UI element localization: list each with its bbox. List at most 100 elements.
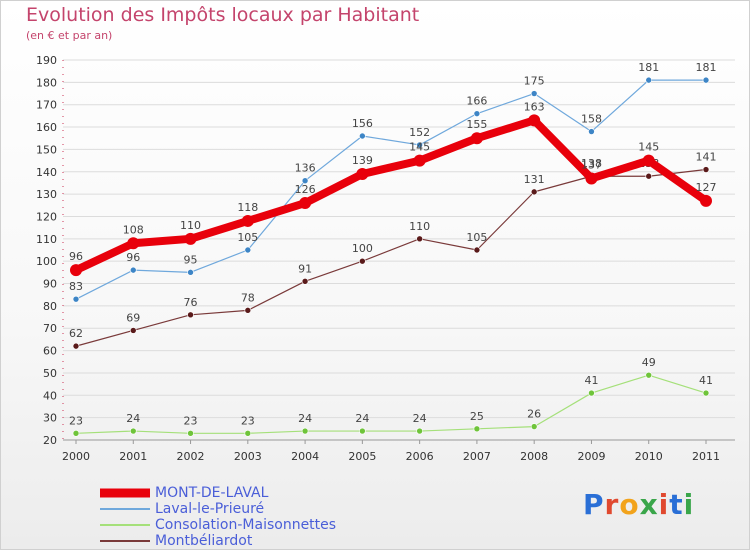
data-point: [301, 277, 309, 285]
data-label: 24: [413, 412, 427, 425]
data-label: 158: [581, 113, 602, 126]
y-tick-label: 110: [36, 233, 57, 246]
y-tick-label: 170: [36, 99, 57, 112]
data-label: 49: [642, 356, 656, 369]
data-point: [359, 257, 366, 265]
logo-letter: o: [619, 488, 640, 521]
data-point: [301, 177, 309, 185]
y-tick-label: 70: [43, 322, 57, 335]
legend-label: Consolation-Maisonnettes: [155, 517, 337, 533]
x-tick-label: 2006: [406, 450, 434, 463]
x-tick-label: 2010: [635, 450, 663, 463]
data-label: 41: [699, 374, 713, 387]
data-point: [645, 172, 653, 180]
logo-letter: i: [658, 488, 670, 521]
data-label: 137: [581, 158, 602, 171]
x-tick-label: 2004: [291, 450, 319, 463]
data-label: 95: [184, 253, 198, 266]
data-label: 26: [527, 408, 541, 421]
y-tick-label: 120: [36, 210, 57, 223]
data-point: [301, 427, 309, 435]
y-tick-label: 50: [43, 367, 57, 380]
logo-letter: P: [583, 488, 605, 521]
x-tick-label: 2009: [577, 450, 605, 463]
data-point: [700, 194, 712, 207]
x-tick-label: 2011: [692, 450, 720, 463]
data-label: 166: [466, 95, 487, 108]
series-line-1: [75, 79, 707, 300]
data-point: [473, 110, 481, 117]
y-tick-label: 160: [36, 121, 57, 134]
data-label: 25: [470, 410, 484, 423]
y-tick-label: 80: [43, 300, 57, 313]
data-label: 91: [298, 262, 312, 275]
y-tick-label: 100: [36, 255, 57, 268]
data-label: 105: [237, 231, 258, 244]
data-label: 23: [69, 414, 83, 427]
legend-label: Montbéliardot: [155, 533, 253, 549]
data-point: [356, 168, 369, 180]
data-label: 78: [241, 291, 255, 304]
data-point: [244, 246, 252, 254]
data-point: [642, 154, 655, 167]
data-point: [530, 90, 538, 97]
data-label: 96: [69, 250, 83, 263]
chart-subtitle: (en € et par an): [26, 29, 113, 42]
logo-letter: t: [669, 488, 684, 521]
data-label: 83: [69, 280, 83, 293]
data-label: 138: [581, 157, 602, 170]
data-point: [72, 295, 80, 303]
data-label: 24: [298, 412, 312, 425]
legend-swatch: [100, 488, 150, 498]
legend-label: Laval-le-Prieuré: [155, 501, 265, 517]
series-line-3: [75, 168, 707, 347]
logo-letter: x: [639, 488, 659, 521]
data-point: [129, 327, 137, 334]
data-point: [473, 425, 481, 433]
data-point: [528, 114, 541, 127]
proxiti-logo: Proxiti: [583, 488, 694, 521]
legend-item: Montbéliardot: [100, 533, 336, 549]
x-tick-label: 2001: [119, 450, 147, 463]
data-point: [72, 429, 80, 437]
legend-item: Laval-le-Prieuré: [100, 501, 336, 517]
legend: MONT-DE-LAVAL Laval-le-Prieuré Consolation…: [100, 485, 336, 549]
data-label: 69: [126, 311, 140, 324]
data-point: [470, 132, 483, 145]
y-tick-label: 60: [43, 345, 57, 358]
data-point: [359, 132, 366, 140]
data-point: [129, 427, 137, 435]
data-point: [702, 389, 710, 397]
y-tick-label: 130: [36, 188, 57, 201]
data-point: [70, 264, 82, 277]
y-tick-label: 180: [36, 76, 57, 89]
logo-letter: r: [604, 488, 620, 521]
data-label: 156: [352, 117, 373, 130]
data-label: 181: [638, 61, 659, 74]
x-tick-label: 2005: [348, 450, 376, 463]
x-tick-label: 2008: [520, 450, 548, 463]
data-label: 152: [409, 126, 430, 139]
data-point: [413, 154, 426, 167]
logo-letter: i: [683, 488, 695, 521]
data-label: 181: [696, 61, 717, 74]
x-tick-label: 2003: [234, 450, 262, 463]
series-line-2: [75, 374, 707, 434]
data-label: 105: [466, 231, 487, 244]
legend-label: MONT-DE-LAVAL: [155, 485, 269, 501]
x-tick-label: 2002: [177, 450, 205, 463]
y-tick-label: 90: [43, 278, 57, 291]
data-point: [359, 427, 366, 435]
data-label: 139: [352, 154, 373, 167]
chart-title: Evolution des Impôts locaux par Habitant: [26, 4, 420, 26]
legend-swatch: [100, 540, 150, 542]
data-label: 23: [184, 414, 198, 427]
data-label: 23: [241, 414, 255, 427]
data-label: 24: [126, 412, 140, 425]
data-label: 24: [355, 412, 369, 425]
y-tick-label: 40: [43, 389, 57, 402]
data-point: [530, 423, 538, 430]
legend-swatch: [100, 524, 150, 526]
